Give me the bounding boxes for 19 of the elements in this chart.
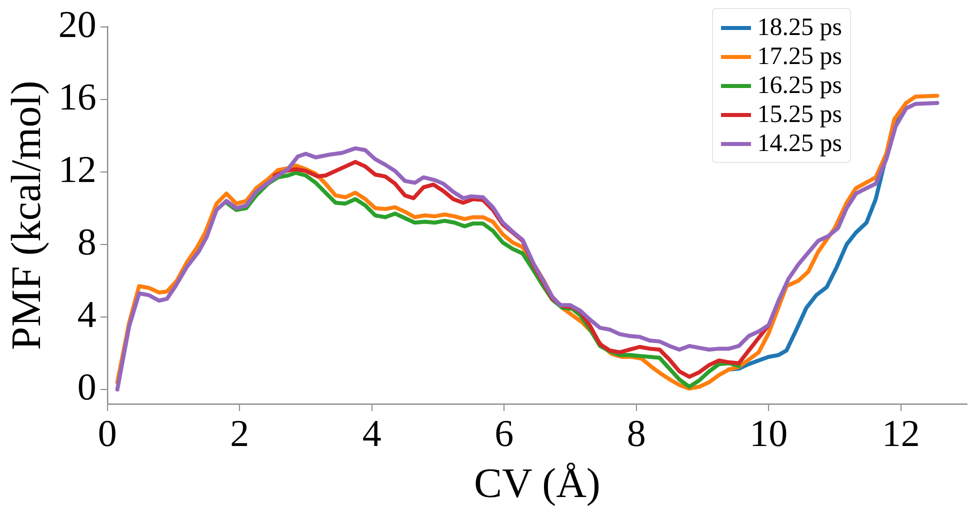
legend-label: 17.25 ps (757, 42, 842, 71)
y-tick-label: 0 (77, 366, 96, 408)
x-tick-label: 8 (626, 412, 646, 455)
x-tick-label: 2 (230, 412, 250, 455)
x-tick-label: 6 (494, 412, 514, 455)
y-tick-label: 12 (58, 148, 96, 191)
y-tick-label: 20 (58, 4, 96, 46)
legend-label: 15.25 ps (757, 100, 842, 129)
y-axis-title: PMF (kcal/mol) (4, 80, 50, 350)
legend-label: 18.25 ps (757, 13, 842, 42)
x-tick-label: 12 (882, 412, 920, 455)
y-tick-label: 8 (77, 221, 96, 264)
y-tick-label: 4 (77, 294, 96, 336)
legend-label: 16.25 ps (757, 71, 842, 100)
y-tick-label: 16 (58, 76, 96, 118)
x-axis-title: CV (Å) (474, 460, 600, 507)
x-tick-label: 10 (750, 412, 788, 455)
x-tick-label: 4 (362, 412, 382, 455)
legend-label: 14.25 ps (757, 129, 842, 158)
